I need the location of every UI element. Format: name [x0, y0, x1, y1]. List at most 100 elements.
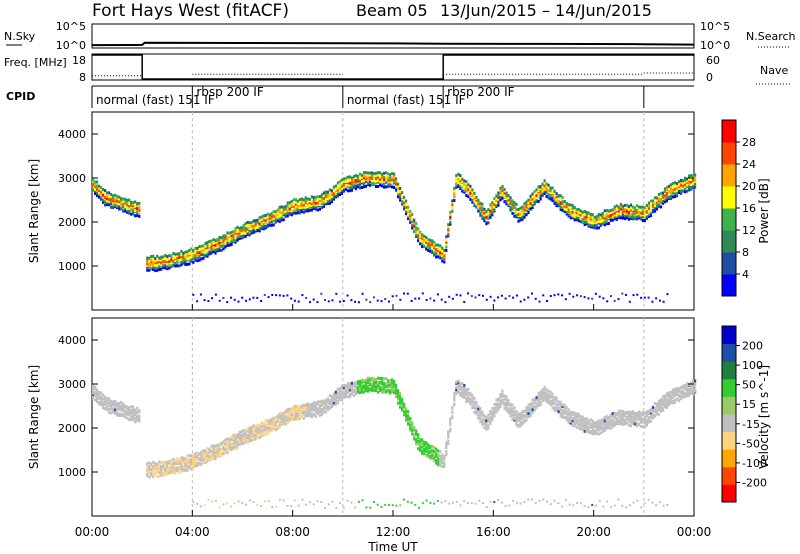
rti-cell: [354, 184, 358, 188]
rti-cell: [244, 234, 247, 238]
rti-cell: [194, 461, 197, 465]
rti-cell: [104, 189, 107, 192]
rti-cell: [607, 214, 610, 218]
rti-cell: [509, 411, 512, 415]
rti-cell: [543, 192, 546, 195]
rti-cell: [298, 413, 301, 417]
rti-cell: [491, 206, 494, 210]
rti-cell: [637, 413, 640, 417]
rti-cell: [605, 220, 608, 223]
rti-cell: [573, 416, 576, 420]
rti-cell: [106, 405, 109, 409]
rti-cell: [469, 402, 472, 406]
rti-cell: [645, 210, 648, 214]
rti-cell: [334, 390, 337, 394]
rti-cell: [651, 415, 655, 419]
rti-cell: [350, 387, 354, 391]
rti-cell: [358, 391, 362, 395]
rti-cell: [417, 436, 420, 440]
rti-cell: [348, 388, 352, 392]
rti-ground-cell: [237, 500, 240, 503]
rti-cell: [298, 202, 301, 206]
rti-cell: [461, 184, 464, 188]
rti-cell: [515, 415, 518, 419]
rti-ground-cell: [433, 502, 436, 505]
rti-cell: [481, 216, 484, 220]
rti-cell: [106, 401, 109, 405]
rti-cell: [501, 189, 504, 193]
rti-cell: [234, 240, 237, 244]
rti-cell: [533, 401, 536, 405]
rti-cell: [356, 174, 360, 178]
rti-cell: [437, 453, 440, 457]
rti-cell: [617, 207, 620, 211]
rti-cell: [569, 212, 572, 216]
rti-cell: [154, 471, 157, 475]
rti-cell: [439, 251, 442, 255]
rti-cell: [445, 446, 448, 449]
rti-cell: [615, 217, 618, 221]
velocity-colorbar-label: Velocity [m s^-1]: [757, 365, 771, 469]
rti-cell: [483, 216, 486, 220]
rti-cell: [296, 201, 299, 205]
rti-cell: [246, 437, 249, 441]
rti-cell: [431, 239, 434, 243]
rti-cell: [507, 403, 510, 407]
rti-cell: [222, 445, 225, 449]
rti-cell: [310, 402, 313, 406]
rti-cell: [174, 471, 177, 475]
rti-cell: [100, 395, 103, 399]
rti-cell: [519, 417, 522, 421]
rti-cell: [128, 209, 131, 213]
rti-cell: [362, 178, 366, 182]
rti-cell: [565, 415, 568, 419]
rti-ground-cell: [613, 299, 616, 302]
rti-cell: [298, 405, 301, 409]
rti-cell: [575, 418, 578, 422]
rti-cell: [553, 192, 556, 196]
rti-cell: [539, 390, 542, 394]
rti-cell: [407, 205, 410, 209]
rti-ground-cell: [579, 295, 582, 298]
rti-cell: [665, 196, 669, 200]
rti-cell: [457, 182, 460, 186]
rti-cell: [98, 195, 101, 199]
rti-cell: [645, 423, 648, 427]
rti-cell: [326, 196, 329, 200]
rti-cell: [671, 181, 675, 185]
rti-cell: [238, 236, 241, 240]
rti-cell: [417, 230, 420, 234]
rti-cell: [320, 199, 323, 203]
rti-cell: [585, 210, 588, 214]
rti-cell: [429, 249, 432, 253]
rti-ground-cell: [342, 300, 345, 302]
rti-cell: [156, 258, 159, 262]
rti-cell: [659, 398, 663, 401]
rti-cell: [332, 197, 335, 201]
rti-cell: [358, 186, 362, 190]
rti-cell: [459, 185, 462, 189]
nsky-tick-bottom: 10^0: [56, 39, 86, 52]
rti-cell: [190, 457, 193, 461]
rti-cell: [686, 394, 689, 398]
rti-cell: [148, 461, 151, 465]
rti-cell: [661, 191, 665, 195]
rti-cell: [503, 188, 506, 191]
rti-cell: [667, 190, 671, 194]
colorbar-frame: [721, 325, 737, 503]
rti-cell: [537, 391, 540, 395]
rti-cell: [146, 464, 149, 468]
rti-cell: [423, 440, 426, 444]
rti-cell: [435, 461, 438, 465]
rti-cell: [497, 193, 500, 197]
rti-cell: [493, 402, 496, 406]
rti-cell: [487, 417, 490, 420]
rti-cell: [182, 456, 185, 460]
rti-cell: [595, 220, 598, 224]
rti-cell: [519, 218, 522, 222]
rti-cell: [523, 212, 526, 216]
rti-cell: [601, 430, 604, 434]
rti-cell: [150, 260, 153, 264]
rti-cell: [629, 208, 632, 212]
rti-cell: [288, 203, 291, 207]
